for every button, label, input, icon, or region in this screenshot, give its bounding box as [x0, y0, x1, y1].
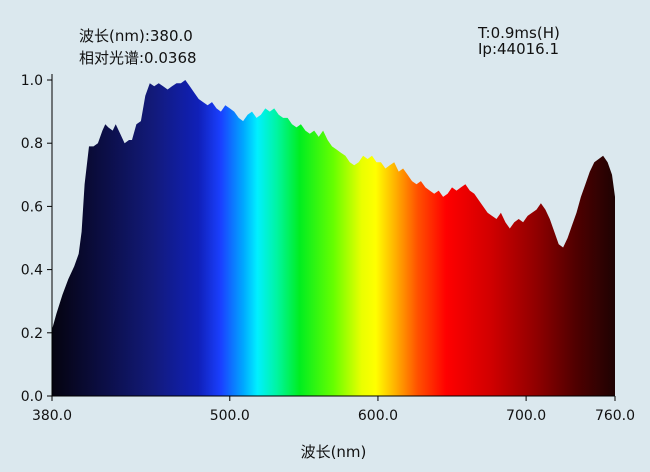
exposure-time-readout: T:0.9ms(H) [478, 24, 560, 42]
spectrum-area [52, 80, 615, 396]
x-tick-label: 380.0 [32, 408, 72, 424]
x-axis-ticks: 380.0 500.0 600.0 700.0 760.0 [32, 396, 635, 424]
ip-readout: Ip:44016.1 [478, 40, 560, 58]
x-tick-label: 600.0 [358, 408, 398, 424]
y-tick-label: 0.8 [21, 136, 43, 152]
y-tick-label: 0.4 [21, 263, 43, 279]
x-tick-label: 700.0 [506, 408, 546, 424]
x-axis-title: 波长(nm) [301, 443, 367, 461]
y-tick-label: 0.0 [21, 389, 43, 405]
x-tick-label: 500.0 [210, 408, 250, 424]
relative-spectrum-readout: 相对光谱:0.0368 [79, 49, 197, 67]
y-tick-label: 1.0 [21, 73, 43, 89]
y-tick-label: 0.6 [21, 199, 43, 215]
x-tick-label: 760.0 [595, 408, 635, 424]
wavelength-readout: 波长(nm):380.0 [79, 27, 193, 45]
y-tick-label: 0.2 [21, 326, 43, 342]
y-axis-ticks: 0.0 0.2 0.4 0.6 0.8 1.0 [21, 73, 52, 405]
